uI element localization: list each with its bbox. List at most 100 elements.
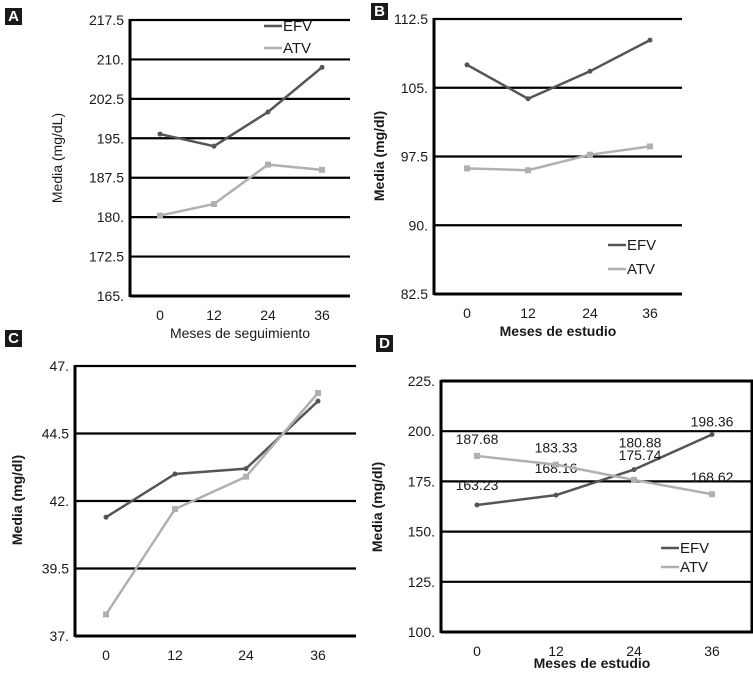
data-point-efv bbox=[265, 109, 271, 115]
data-point-efv bbox=[647, 37, 653, 43]
y-tick-label: 105. bbox=[401, 80, 428, 96]
panel-label-d: D bbox=[376, 335, 393, 352]
data-point-efv bbox=[103, 514, 109, 520]
series-line-atv bbox=[104, 392, 319, 616]
data-point-efv bbox=[553, 492, 559, 498]
y-tick-label: 47. bbox=[50, 358, 69, 374]
data-point-efv bbox=[315, 398, 321, 404]
data-point-efv bbox=[211, 143, 217, 149]
data-point-atv bbox=[319, 166, 325, 173]
x-tick-label: 0 bbox=[156, 307, 164, 323]
y-tick-label: 195. bbox=[97, 130, 124, 146]
y-axis-label: Media (mg/dl) bbox=[369, 462, 385, 552]
series-line-atv bbox=[159, 163, 323, 217]
data-point-efv bbox=[319, 64, 325, 70]
y-tick-label: 100. bbox=[408, 624, 435, 640]
y-tick-label: 180. bbox=[97, 209, 124, 225]
series-line-efv bbox=[159, 66, 323, 148]
series-line-efv bbox=[476, 433, 713, 507]
data-point-efv bbox=[709, 431, 715, 437]
x-tick-label: 36 bbox=[310, 647, 326, 663]
y-tick-label: 39.5 bbox=[42, 561, 69, 577]
x-tick-label: 24 bbox=[582, 305, 598, 321]
y-tick-label: 200. bbox=[408, 423, 435, 439]
legend-label-atv: ATV bbox=[680, 559, 708, 576]
legend-label-efv: EFV bbox=[627, 237, 656, 254]
data-point-atv bbox=[211, 201, 217, 207]
x-tick-label: 12 bbox=[548, 643, 564, 659]
data-point-atv bbox=[525, 167, 531, 174]
data-point-atv bbox=[553, 461, 559, 468]
x-tick-label: 0 bbox=[102, 647, 110, 663]
data-point-efv bbox=[464, 62, 470, 68]
data-label: 168.62 bbox=[691, 469, 734, 485]
x-tick-label: 24 bbox=[260, 307, 276, 323]
data-point-atv bbox=[315, 390, 321, 396]
data-label: 183.33 bbox=[535, 440, 578, 456]
y-tick-label: 97.5 bbox=[401, 149, 428, 165]
data-label: 180.88 bbox=[619, 435, 662, 451]
data-label: 198.36 bbox=[691, 413, 734, 429]
data-point-atv bbox=[103, 611, 109, 618]
y-axis-label: Media (mg/dL) bbox=[49, 113, 65, 203]
data-label: 187.68 bbox=[456, 431, 499, 447]
data-point-efv bbox=[157, 131, 163, 137]
legend-label-efv: EFV bbox=[680, 540, 709, 557]
panel-label-c: C bbox=[5, 330, 22, 347]
data-point-efv bbox=[525, 96, 531, 102]
y-tick-label: 172.5 bbox=[89, 249, 124, 265]
data-point-efv bbox=[631, 467, 637, 473]
x-tick-label: 24 bbox=[238, 647, 254, 663]
data-point-atv bbox=[157, 212, 163, 219]
data-point-efv bbox=[172, 471, 178, 477]
legend-label-efv: EFV bbox=[283, 18, 312, 35]
x-tick-label: 0 bbox=[473, 643, 481, 659]
data-point-efv bbox=[587, 68, 593, 74]
x-tick-label: 36 bbox=[314, 307, 330, 323]
y-tick-label: 175. bbox=[408, 473, 435, 489]
y-tick-label: 37. bbox=[50, 628, 69, 644]
y-tick-label: 44.5 bbox=[42, 426, 69, 442]
data-point-atv bbox=[709, 491, 715, 498]
data-point-efv bbox=[243, 466, 249, 472]
data-point-atv bbox=[172, 506, 178, 513]
y-axis-label: Media (mg/dl) bbox=[371, 111, 387, 201]
x-axis-label: Meses de seguimiento bbox=[170, 325, 310, 341]
x-axis-label: Meses de estudio bbox=[500, 323, 617, 339]
y-tick-label: 42. bbox=[50, 493, 69, 509]
x-tick-label: 12 bbox=[167, 647, 183, 663]
data-point-atv bbox=[265, 161, 271, 168]
y-tick-label: 217.5 bbox=[89, 12, 124, 28]
y-tick-label: 125. bbox=[408, 574, 435, 590]
y-tick-label: 90. bbox=[409, 217, 428, 233]
y-tick-label: 202.5 bbox=[89, 91, 124, 107]
panel-label-a: A bbox=[5, 8, 22, 25]
series-line-efv bbox=[105, 400, 319, 519]
series-line-atv bbox=[476, 454, 713, 496]
x-tick-label: 0 bbox=[463, 305, 471, 321]
y-tick-label: 82.5 bbox=[401, 286, 428, 302]
data-point-atv bbox=[647, 143, 653, 150]
series-line-efv bbox=[466, 38, 651, 101]
x-tick-label: 12 bbox=[206, 307, 222, 323]
data-point-efv bbox=[474, 502, 480, 508]
y-axis-label: Media (mg/dl) bbox=[9, 455, 25, 545]
series-line-atv bbox=[466, 145, 651, 172]
legend-label-atv: ATV bbox=[283, 40, 311, 57]
x-tick-label: 36 bbox=[642, 305, 658, 321]
y-tick-label: 150. bbox=[408, 524, 435, 540]
data-point-atv bbox=[474, 452, 480, 459]
data-point-atv bbox=[631, 476, 637, 483]
y-tick-label: 187.5 bbox=[89, 170, 124, 186]
panel-label-b: B bbox=[371, 3, 388, 20]
x-axis-label: Meses de estudio bbox=[534, 655, 651, 671]
y-tick-label: 165. bbox=[97, 288, 124, 304]
data-point-atv bbox=[587, 151, 593, 158]
x-tick-label: 12 bbox=[520, 305, 536, 321]
y-tick-label: 210. bbox=[97, 51, 124, 67]
data-label: 163.23 bbox=[456, 477, 499, 493]
data-point-atv bbox=[243, 473, 249, 480]
y-tick-label: 225. bbox=[408, 373, 435, 389]
x-tick-label: 24 bbox=[626, 643, 642, 659]
